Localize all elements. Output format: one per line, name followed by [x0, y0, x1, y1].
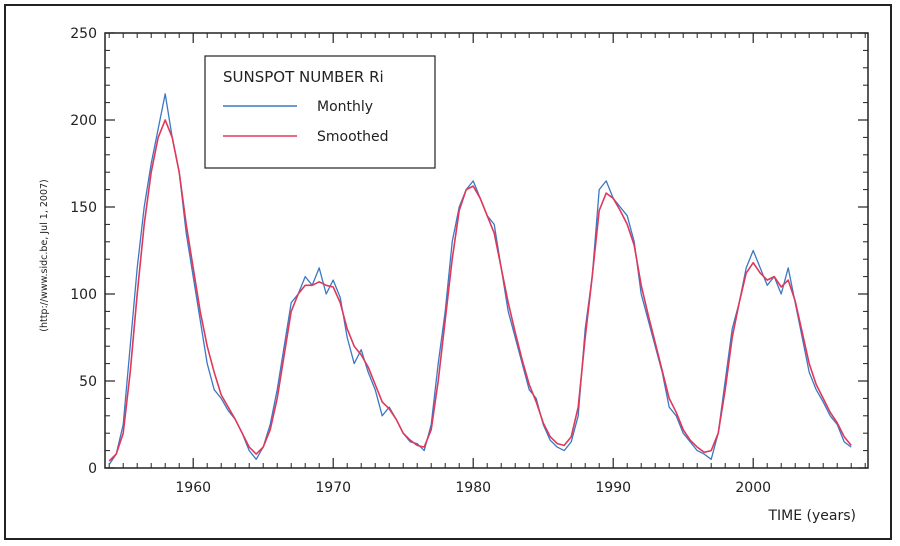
- y-tick-label: 250: [70, 26, 97, 42]
- legend-box: [204, 55, 436, 169]
- plot-area: [104, 32, 869, 469]
- legend-title: SUNSPOT NUMBER Ri: [223, 68, 384, 86]
- series-layer: [108, 93, 852, 465]
- y-tick-label: 0: [88, 461, 97, 477]
- y-tick-label: 200: [70, 113, 97, 129]
- y-tick-label: 50: [79, 374, 97, 390]
- x-tick-label: 1960: [175, 480, 211, 496]
- legend-label-smoothed: Smoothed: [317, 129, 389, 145]
- x-axis: 1960 1970 1980 1990 2000: [108, 33, 866, 496]
- x-tick-label: 1990: [595, 480, 631, 496]
- legend-label-monthly: Monthly: [317, 99, 373, 115]
- x-tick-label: 2000: [735, 480, 771, 496]
- source-note: (http://www.sidc.be, Jul 1, 2007): [39, 179, 50, 332]
- y-tick-label: 150: [70, 200, 97, 216]
- y-axis: 0 50 100 150 200 250: [70, 26, 868, 477]
- x-axis-title: TIME (years): [767, 508, 856, 524]
- y-tick-label: 100: [70, 287, 97, 303]
- x-tick-label: 1970: [315, 480, 351, 496]
- x-tick-label: 1980: [455, 480, 491, 496]
- chart-frame: [4, 4, 892, 540]
- legend: SUNSPOT NUMBER Ri Monthly Smoothed: [204, 55, 436, 169]
- series-line-smoothed: [108, 119, 852, 462]
